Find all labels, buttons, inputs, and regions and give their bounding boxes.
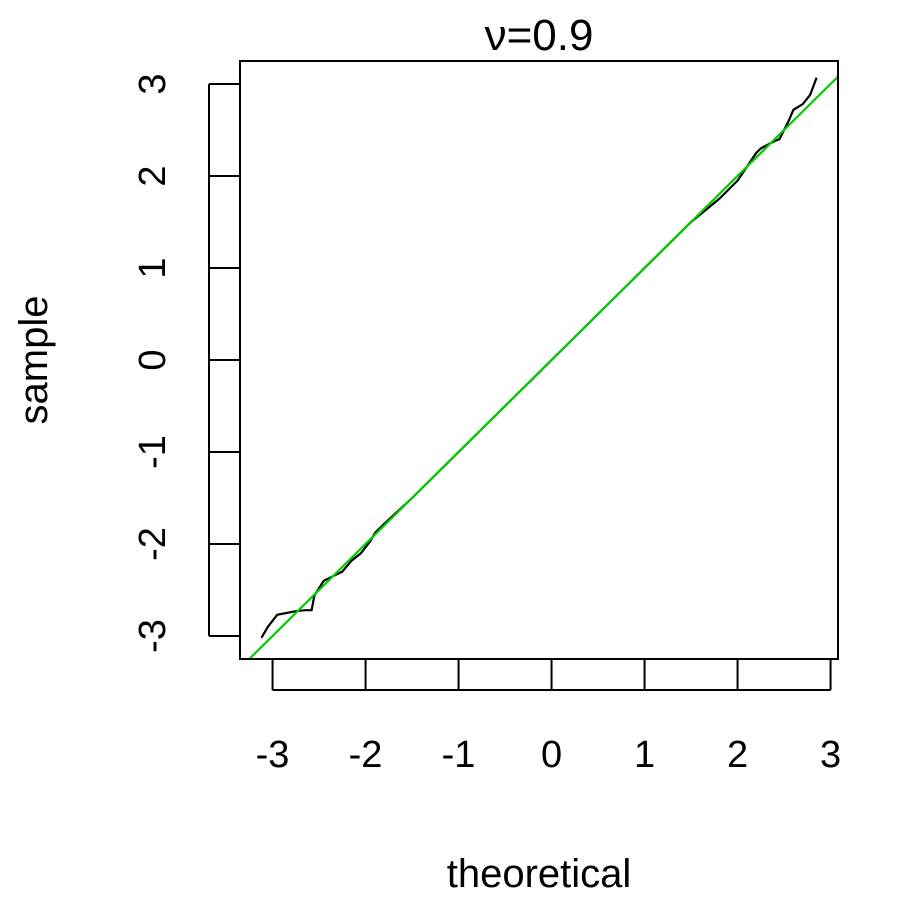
y-tick-label: 3	[132, 73, 174, 94]
x-axis: -3 -2 -1 0 1 2 3	[256, 659, 841, 776]
reference-line	[247, 75, 838, 659]
y-axis: -3 -2 -1 0 1 2 3	[132, 73, 240, 653]
x-tick-label: -2	[349, 734, 383, 776]
x-tick-label: 1	[634, 734, 655, 776]
x-tick-label: -3	[256, 734, 290, 776]
x-tick-label: 2	[727, 734, 748, 776]
x-axis-title: theoretical	[447, 852, 632, 896]
y-tick-label: -1	[132, 435, 174, 469]
y-tick-label: 0	[132, 349, 174, 370]
x-tick-label: 0	[541, 734, 562, 776]
y-tick-label: 1	[132, 257, 174, 278]
data-layer	[247, 75, 838, 659]
chart-title: ν=0.9	[485, 11, 594, 60]
y-axis-title: sample	[12, 296, 56, 425]
x-tick-label: -1	[442, 734, 476, 776]
y-tick-label: 2	[132, 165, 174, 186]
x-tick-label: 3	[820, 734, 841, 776]
y-tick-label: -3	[132, 619, 174, 653]
y-tick-label: -2	[132, 527, 174, 561]
